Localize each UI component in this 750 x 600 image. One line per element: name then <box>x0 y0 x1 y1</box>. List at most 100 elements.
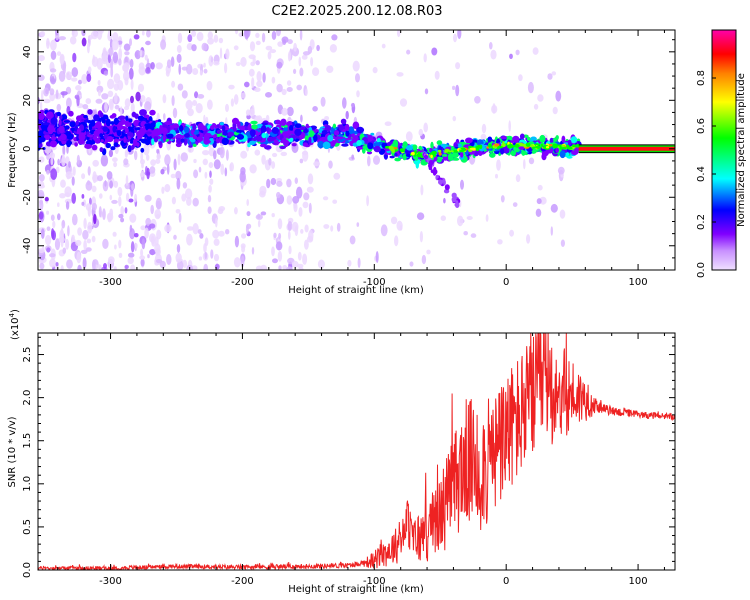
spectral-speckle <box>175 209 181 214</box>
spectral-speckle <box>431 47 438 56</box>
spectral-speckle <box>301 150 309 156</box>
spectral-band-blob <box>193 131 199 135</box>
spectral-speckle <box>133 34 140 40</box>
spectral-tail-blob <box>432 169 438 175</box>
spectral-hot-spot <box>438 152 442 156</box>
spectral-speckle <box>207 37 215 45</box>
spectral-speckle <box>329 44 337 53</box>
spectral-speckle <box>91 185 97 193</box>
spectral-speckle <box>123 70 130 82</box>
spectral-band-blob <box>489 152 496 158</box>
spectral-band-blob <box>201 125 207 131</box>
spectral-speckle <box>326 65 334 74</box>
spectral-hot-spot <box>453 149 457 153</box>
spectral-hot-spot <box>525 142 531 147</box>
spectral-band-blob <box>78 133 86 141</box>
spectral-speckle <box>162 94 167 104</box>
spectral-band-blob <box>294 123 302 129</box>
spectral-speckle <box>267 51 272 60</box>
spectral-speckle <box>50 39 57 51</box>
spectral-speckle <box>265 45 273 51</box>
spectral-hot-spot <box>552 143 558 149</box>
spectral-speckle <box>281 36 289 43</box>
spectral-speckle <box>356 222 360 227</box>
spectral-band-blob <box>436 156 443 161</box>
spectral-speckle <box>271 213 275 218</box>
spectral-speckle <box>244 81 250 88</box>
spectral-band-blob <box>451 152 459 158</box>
spectral-speckle <box>108 149 113 158</box>
spectral-speckle <box>137 83 145 93</box>
snr-plot-area <box>38 333 675 570</box>
spectral-speckle <box>49 68 57 73</box>
spectral-band-blob <box>61 114 68 121</box>
spectral-band-blob <box>348 126 355 135</box>
spectral-speckle <box>277 41 284 47</box>
spectral-speckle <box>293 68 297 74</box>
spectral-speckle <box>244 30 249 40</box>
spectral-hot-spot <box>571 144 577 147</box>
spectral-speckle <box>92 259 96 270</box>
spectral-speckle <box>301 54 308 60</box>
spectral-speckle <box>552 106 558 115</box>
spectral-speckle <box>423 53 427 63</box>
spectral-speckle <box>128 67 134 80</box>
spectral-speckle <box>51 228 55 239</box>
spectral-speckle <box>259 190 266 198</box>
spectral-speckle <box>276 191 281 199</box>
spectral-speckle <box>82 104 89 110</box>
spectral-speckle <box>40 228 45 240</box>
colorbar-tick-label: 0.0 <box>696 262 707 278</box>
spectral-speckle <box>113 161 118 168</box>
spectral-speckle <box>103 70 109 76</box>
spectral-speckle <box>312 67 320 76</box>
spectral-band-blob <box>204 140 211 144</box>
spectral-band-blob <box>136 131 141 137</box>
spectral-speckle <box>397 30 401 38</box>
spectral-speckle <box>144 227 149 239</box>
spectral-speckle <box>240 150 248 159</box>
spectral-speckle <box>58 236 65 243</box>
spectral-speckle <box>416 212 425 220</box>
spectral-band-blob <box>249 140 256 145</box>
spectral-speckle <box>213 34 219 43</box>
spectral-speckle <box>192 197 199 207</box>
spectral-speckle <box>373 155 380 165</box>
spectral-band-blob <box>48 127 54 135</box>
spectral-speckle <box>166 59 172 69</box>
spectral-speckle <box>420 184 424 196</box>
spectral-speckle <box>177 260 184 270</box>
spectral-band-blob <box>69 121 76 128</box>
spectral-band-blob <box>100 112 104 118</box>
spectral-speckle <box>509 229 514 237</box>
spectral-speckle <box>322 196 329 201</box>
spectral-band-blob <box>294 128 302 136</box>
spectral-speckle <box>111 38 119 51</box>
spectral-band-blob <box>184 132 190 138</box>
spectral-speckle <box>463 231 469 236</box>
spectral-band-blob <box>63 120 71 123</box>
spectral-band-blob <box>271 127 279 134</box>
spectral-speckle <box>155 158 161 164</box>
spectral-tail-blob <box>428 165 433 171</box>
spectral-speckle <box>196 31 204 42</box>
spectral-speckle <box>159 260 166 269</box>
spectral-band-blob <box>101 119 106 124</box>
spectral-speckle <box>218 37 224 44</box>
spectral-speckle <box>90 30 99 40</box>
spectral-speckle <box>49 88 55 96</box>
spectral-speckle <box>77 227 82 236</box>
spectral-speckle <box>141 30 145 36</box>
spectral-band-blob <box>140 147 145 153</box>
spectral-hot-spot <box>486 146 490 149</box>
spectral-speckle <box>117 80 124 91</box>
spectral-speckle <box>97 80 101 86</box>
snr-x-label: Height of straight line (km) <box>288 584 424 595</box>
spectral-speckle <box>330 225 334 232</box>
spectral-band-blob <box>144 123 152 128</box>
spectral-band-blob <box>56 111 62 117</box>
spectral-speckle <box>93 213 97 225</box>
snr-series-line <box>38 333 675 570</box>
spectral-speckle <box>197 229 202 235</box>
spectral-speckle <box>180 152 188 162</box>
